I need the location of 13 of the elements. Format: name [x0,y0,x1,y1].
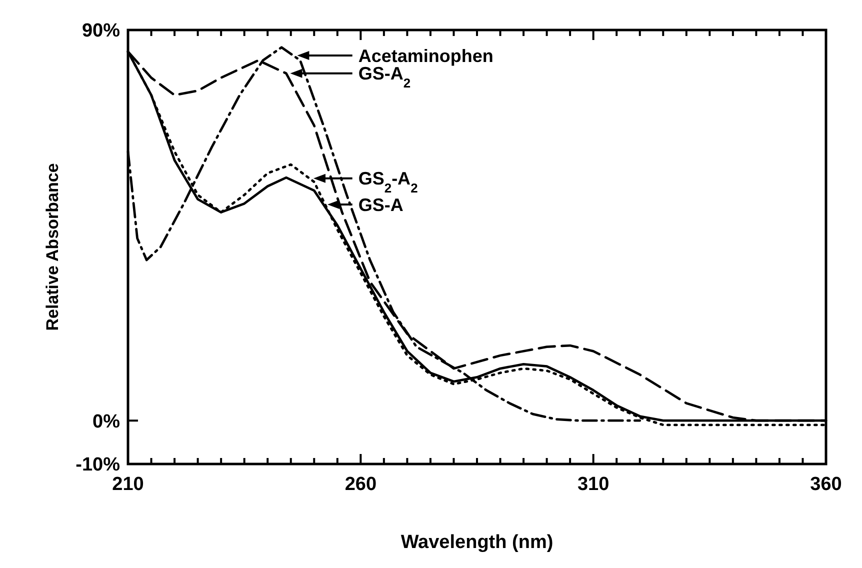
legend-label: Acetaminophen [358,46,494,66]
x-tick-label: 210 [112,474,144,495]
legend-label: GS-A$_{2}$ [358,64,411,90]
legend-label: GS$_{2}$-A$_{2}$ [358,168,418,196]
y-axis-title: Relative Absorbance [43,163,62,331]
x-axis-title: Wavelength (nm) [400,532,554,553]
x-tick-label: 310 [577,474,610,495]
y-tick-label: 90% [82,20,120,42]
y-tick-label: 0% [92,411,120,432]
y-tick-label: -10% [76,454,120,476]
x-tick-label: 260 [344,474,377,495]
legend-label: GS-A [358,194,404,215]
x-tick-label: 360 [810,474,842,495]
